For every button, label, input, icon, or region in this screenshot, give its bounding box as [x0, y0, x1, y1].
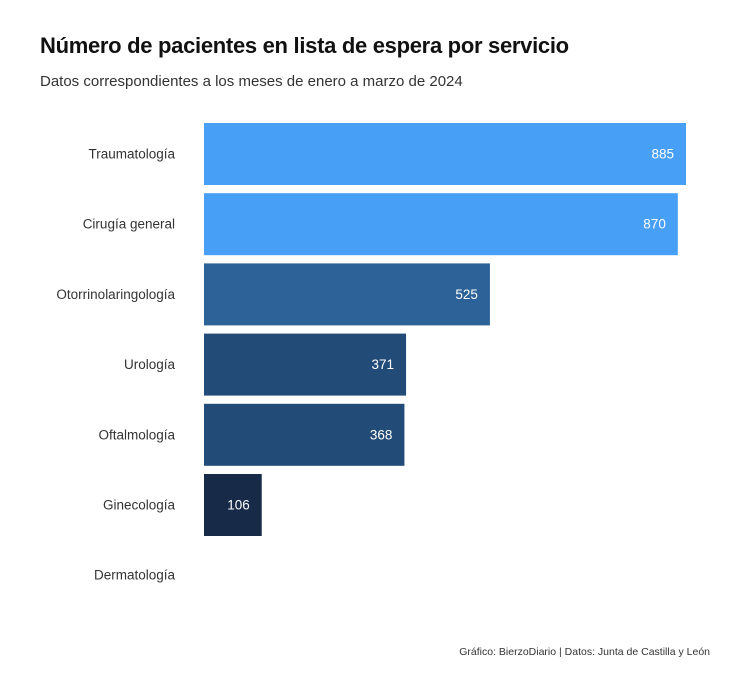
value-label-oftalmologia: 368: [370, 427, 393, 442]
chart-title: Número de pacientes en lista de espera p…: [40, 33, 569, 58]
value-label-ginecologia: 106: [227, 498, 250, 513]
value-label-urologia: 371: [372, 357, 395, 372]
category-label-cirugia-general: Cirugía general: [83, 217, 175, 232]
chart-caption: Gráfico: BierzoDiario | Datos: Junta de …: [459, 646, 710, 658]
value-label-otorrinolaringologia: 525: [455, 287, 478, 302]
bar-ginecologia: [204, 474, 262, 536]
bar-otorrinolaringologia: [204, 263, 490, 326]
category-label-oftalmologia: Oftalmología: [98, 427, 175, 442]
bar-traumatologia: [204, 123, 686, 185]
bar-cirugia-general: [204, 193, 678, 256]
value-label-traumatologia: 885: [651, 147, 674, 162]
bar-urologia: [204, 333, 407, 396]
category-label-urologia: Urología: [124, 357, 176, 372]
bar-oftalmologia: [204, 403, 405, 466]
category-label-traumatologia: Traumatología: [88, 147, 175, 162]
category-label-otorrinolaringologia: Otorrinolaringología: [56, 287, 175, 302]
category-label-dermatologia: Dermatología: [94, 568, 176, 583]
chart-subtitle: Datos correspondientes a los meses de en…: [40, 73, 463, 90]
category-label-ginecologia: Ginecología: [103, 498, 176, 513]
value-label-cirugia-general: 870: [643, 217, 666, 232]
